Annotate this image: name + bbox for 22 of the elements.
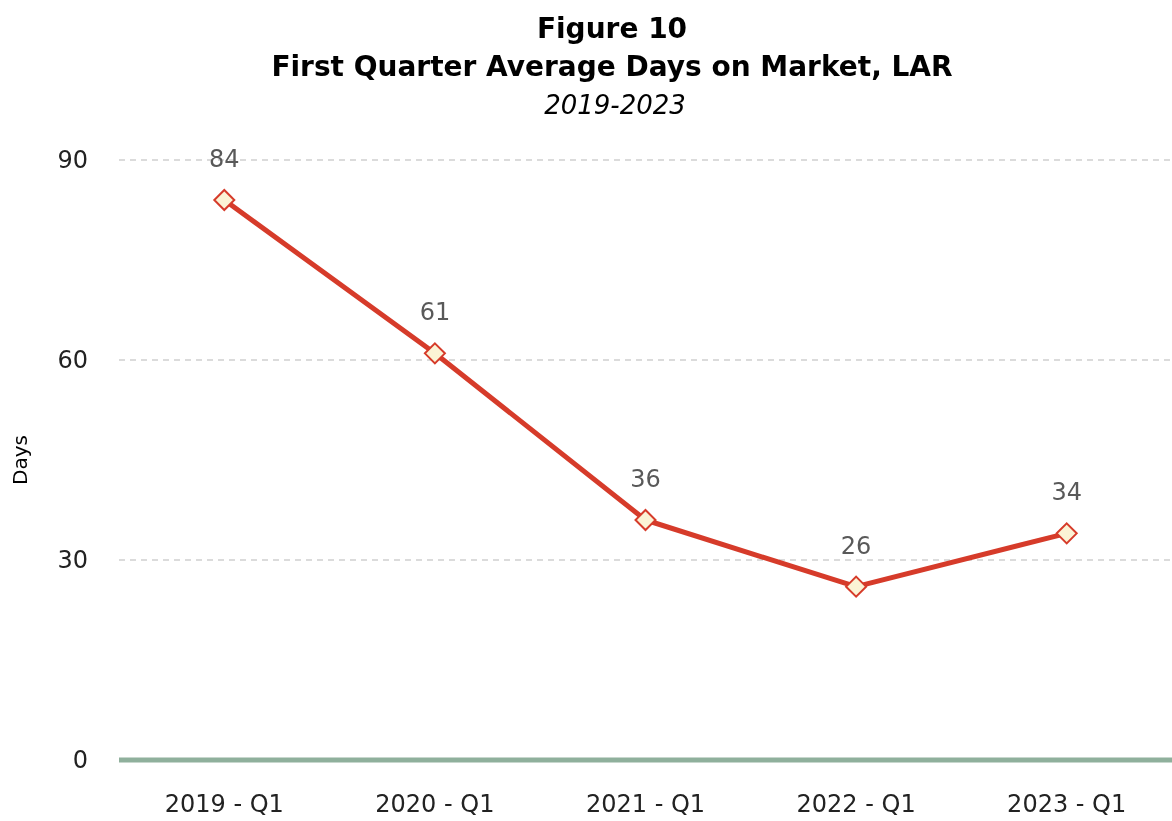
point <box>213 189 236 211</box>
data-label: 84 <box>209 145 240 173</box>
data-label: 26 <box>840 531 872 560</box>
y-tick-label: 0 <box>72 746 88 775</box>
point <box>423 342 446 365</box>
data-label: 61 <box>419 298 451 327</box>
chart-title: Figure 10 First Quarter Average Days on Market, LAR <box>271 12 953 83</box>
y-tick-label: 30 <box>57 546 88 575</box>
y-axis-title: Days <box>8 435 32 485</box>
point <box>634 509 657 531</box>
point <box>845 575 868 598</box>
data-label: 36 <box>630 465 661 493</box>
x-tick-label: 2021 - Q1 <box>585 790 706 818</box>
y-tick-label: 90 <box>57 146 88 175</box>
chart-subtitle: 2019-2023 <box>544 90 686 120</box>
x-tick-label: 2023 - Q1 <box>1007 790 1127 818</box>
x-tick-label: 2020 - Q1 <box>375 790 495 818</box>
x-tick-label: 2022 - Q1 <box>796 790 916 818</box>
x-tick-label: 2019 - Q1 <box>164 790 284 818</box>
point <box>1055 522 1078 545</box>
y-tick-label: 60 <box>57 346 88 375</box>
data-label: 34 <box>1051 478 1082 507</box>
